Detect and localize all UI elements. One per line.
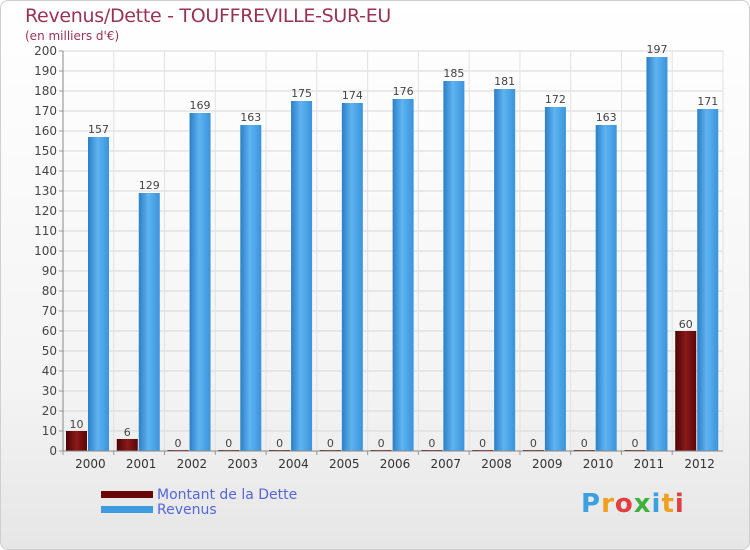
- legend-item-revenue: Revenus: [101, 501, 297, 518]
- y-tick-label: 180: [34, 84, 57, 98]
- bar-revenue: [646, 57, 668, 451]
- x-tick-label: 2006: [380, 457, 411, 471]
- y-tick-label: 120: [34, 204, 57, 218]
- chart-legend: Montant de la Dette Revenus: [101, 486, 298, 518]
- y-tick-label: 160: [34, 124, 57, 138]
- y-tick-label: 90: [42, 264, 57, 278]
- y-tick-label: 80: [42, 284, 57, 298]
- logo-letter: t: [661, 489, 675, 519]
- data-label-debt: 0: [581, 437, 588, 450]
- x-tick-label: 2005: [329, 457, 360, 471]
- data-label-revenue: 172: [545, 93, 566, 106]
- data-label-debt: 0: [631, 437, 638, 450]
- x-tick-label: 2008: [481, 457, 512, 471]
- legend-label-debt: Montant de la Dette: [157, 486, 298, 503]
- x-tick-label: 2000: [75, 457, 106, 471]
- logo-letter: i: [651, 489, 662, 519]
- data-label-debt: 60: [679, 318, 693, 331]
- legend-label-revenue: Revenus: [157, 501, 217, 518]
- y-tick-label: 20: [42, 404, 57, 418]
- bar-revenue: [392, 99, 414, 451]
- y-tick-label: 110: [34, 224, 57, 238]
- legend-swatch-revenue: [101, 506, 153, 513]
- bar-debt: [116, 439, 138, 451]
- y-tick-label: 190: [34, 64, 57, 78]
- legend-swatch-debt: [101, 491, 153, 498]
- bar-revenue: [443, 81, 465, 451]
- y-tick-label: 130: [34, 184, 57, 198]
- x-tick-label: 2007: [430, 457, 461, 471]
- data-label-revenue: 163: [240, 111, 261, 124]
- data-label-debt: 0: [276, 437, 283, 450]
- bar-revenue: [291, 101, 313, 451]
- data-label-debt: 6: [124, 426, 131, 439]
- data-label-revenue: 174: [342, 89, 363, 102]
- logo-letter: x: [633, 489, 652, 519]
- data-label-revenue: 169: [190, 99, 211, 112]
- logo-letter: P: [581, 489, 602, 519]
- x-tick-label: 2012: [684, 457, 715, 471]
- bar-revenue: [189, 113, 211, 451]
- data-label-debt: 0: [175, 437, 182, 450]
- data-label-debt: 0: [327, 437, 334, 450]
- bar-revenue: [341, 103, 363, 451]
- chart-title: Revenus/Dette - TOUFFREVILLE-SUR-EU: [25, 5, 392, 27]
- y-tick-label: 200: [34, 44, 57, 58]
- y-tick-label: 170: [34, 104, 57, 118]
- bar-revenue: [494, 89, 516, 451]
- y-tick-label: 40: [42, 364, 57, 378]
- bar-debt: [675, 331, 697, 451]
- data-label-revenue: 185: [443, 67, 464, 80]
- x-tick-label: 2011: [634, 457, 665, 471]
- legend-item-debt: Montant de la Dette: [101, 486, 298, 503]
- data-label-revenue: 171: [697, 95, 718, 108]
- logo-letter: r: [601, 489, 615, 519]
- bar-revenue: [240, 125, 262, 451]
- data-label-debt: 0: [378, 437, 385, 450]
- x-tick-label: 2010: [583, 457, 614, 471]
- data-label-debt: 0: [225, 437, 232, 450]
- y-tick-label: 10: [42, 424, 57, 438]
- y-tick-label: 30: [42, 384, 57, 398]
- chart-subtitle: (en milliers d'€): [25, 29, 120, 43]
- data-label-revenue: 163: [596, 111, 617, 124]
- data-label-revenue: 181: [494, 75, 515, 88]
- x-tick-label: 2002: [177, 457, 208, 471]
- x-tick-label: 2001: [126, 457, 157, 471]
- logo-letter: i: [674, 489, 685, 519]
- x-tick-label: 2004: [278, 457, 309, 471]
- y-tick-label: 70: [42, 304, 57, 318]
- y-tick-label: 60: [42, 324, 57, 338]
- bar-revenue: [88, 137, 109, 451]
- data-label-revenue: 197: [646, 43, 667, 56]
- bar-debt: [66, 431, 87, 451]
- data-label-revenue: 157: [88, 123, 109, 136]
- y-tick-label: 100: [34, 244, 57, 258]
- proxiti-logo: Proxiti: [581, 489, 685, 519]
- data-label-debt: 0: [530, 437, 537, 450]
- data-label-revenue: 175: [291, 87, 312, 100]
- data-label-revenue: 129: [139, 179, 160, 192]
- bar-revenue: [544, 107, 566, 451]
- y-tick-label: 150: [34, 144, 57, 158]
- bar-revenue: [697, 109, 719, 451]
- data-label-debt: 10: [70, 418, 84, 431]
- bar-revenue: [138, 193, 160, 451]
- data-label-debt: 0: [479, 437, 486, 450]
- x-tick-label: 2009: [532, 457, 563, 471]
- y-tick-label: 50: [42, 344, 57, 358]
- logo-letter: o: [614, 489, 634, 519]
- data-label-revenue: 176: [393, 85, 414, 98]
- data-label-debt: 0: [428, 437, 435, 450]
- y-tick-label: 0: [49, 444, 57, 458]
- bar-revenue: [595, 125, 617, 451]
- x-tick-label: 2003: [227, 457, 258, 471]
- y-tick-label: 140: [34, 164, 57, 178]
